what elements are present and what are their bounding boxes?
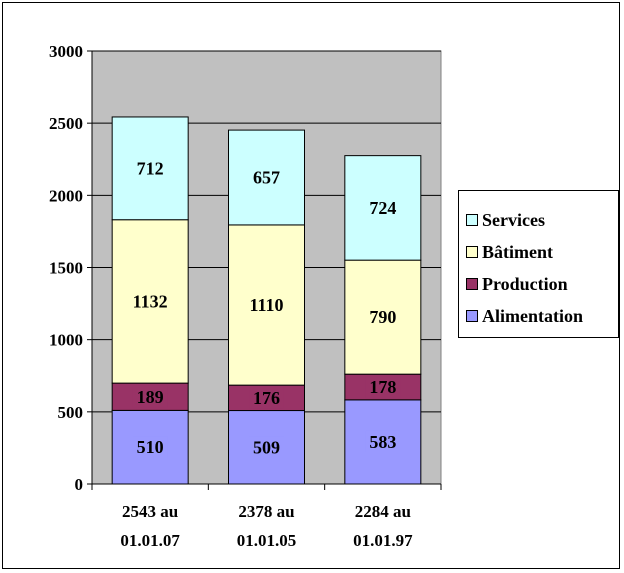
y-tick-label: 3000 (49, 42, 83, 61)
y-tick-label: 0 (75, 475, 84, 494)
data-label: 189 (137, 387, 164, 407)
x-tick-label: 2284 au 01.01.97 (353, 502, 413, 550)
data-label-bg (244, 294, 289, 317)
data-label-bg (132, 385, 168, 408)
legend-swatch (466, 246, 478, 258)
data-label: 1110 (249, 295, 283, 315)
data-label: 176 (253, 388, 280, 408)
legend-item-bâtiment: Bâtiment (466, 236, 618, 268)
data-label-bg (365, 376, 401, 399)
data-label-bg (365, 306, 401, 329)
bars: 510 189 1132 712 509 176 1110 657 583 178 790 724 (111, 116, 422, 485)
legend-item-production: Production (466, 268, 618, 300)
y-tick-label: 2500 (49, 114, 83, 133)
data-label-bg (132, 157, 168, 180)
legend-label: Bâtiment (482, 241, 553, 262)
legend-swatch (466, 214, 478, 226)
data-label-bg (365, 196, 401, 219)
data-label-bg (365, 430, 401, 453)
data-label-bg (249, 436, 284, 459)
y-axis: 0 500 1000 1500 2000 2500 3000 (49, 42, 93, 494)
y-tick-label: 2000 (49, 186, 83, 205)
data-label: 724 (369, 198, 396, 218)
x-tick-label: 2543 au 01.01.07 (120, 502, 180, 550)
data-label-bg (249, 166, 284, 189)
data-label-bg (128, 290, 173, 313)
legend-item-alimentation: Alimentation (466, 300, 618, 332)
legend: Services Bâtiment Production Alimentation (458, 190, 619, 338)
data-label: 509 (253, 437, 280, 457)
legend-item-services: Services (466, 204, 618, 236)
legend-swatch (466, 278, 478, 290)
data-label: 712 (137, 158, 164, 178)
x-axis: 2543 au 01.01.07 2378 au 01.01.05 2284 au 01.… (91, 483, 442, 550)
x-tick-label: 2378 au 01.01.05 (237, 502, 297, 550)
data-label: 1132 (133, 291, 168, 311)
data-label: 178 (369, 377, 396, 397)
data-label: 790 (369, 307, 396, 327)
legend-label: Services (482, 209, 545, 230)
data-label-bg (249, 386, 284, 409)
data-label: 583 (369, 432, 396, 452)
y-tick-label: 500 (58, 403, 84, 422)
data-label: 510 (137, 437, 164, 457)
data-label-bg (132, 436, 168, 459)
data-label: 657 (253, 168, 280, 188)
legend-label: Alimentation (482, 305, 583, 326)
y-tick-label: 1500 (49, 259, 83, 278)
y-tick-label: 1000 (49, 331, 83, 350)
stacked-bar-chart: 0 500 1000 1500 2000 2500 3000 510 189 1132 712 50… (49, 42, 442, 550)
legend-swatch (466, 310, 478, 322)
legend-label: Production (482, 273, 568, 294)
